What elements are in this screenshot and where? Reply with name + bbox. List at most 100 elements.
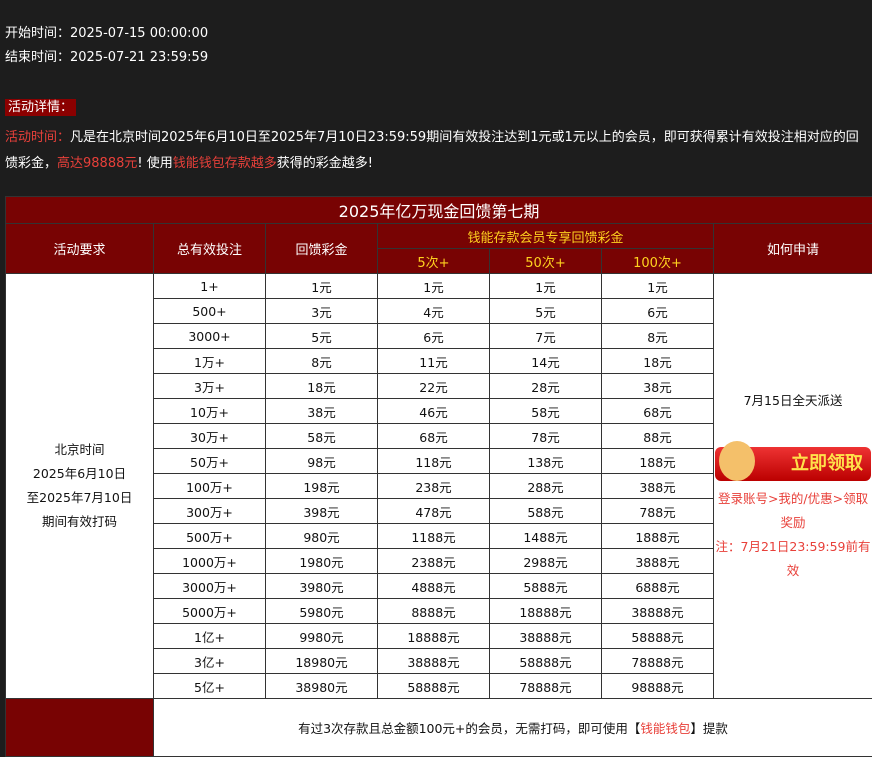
table-cell: 1888元 (602, 524, 714, 549)
table-title: 2025年亿万现金回馈第七期 (6, 197, 872, 224)
table-cell: 58888元 (602, 624, 714, 649)
table-cell: 78元 (490, 424, 602, 449)
text: ! 使用 (137, 156, 172, 171)
table-cell: 9980元 (266, 624, 378, 649)
header-vip: 钱能存款会员专享回馈彩金 (378, 224, 714, 249)
table-cell: 78888元 (602, 649, 714, 674)
table-cell: 1亿+ (154, 624, 266, 649)
table-cell: 38888元 (602, 599, 714, 624)
table-cell: 8元 (602, 324, 714, 349)
table-cell: 68元 (378, 424, 490, 449)
table-cell: 118元 (378, 449, 490, 474)
table-cell: 398元 (266, 499, 378, 524)
table-cell: 3亿+ (154, 649, 266, 674)
table-cell: 88元 (602, 424, 714, 449)
table-cell: 10万+ (154, 399, 266, 424)
table-cell: 78888元 (490, 674, 602, 699)
table-cell: 98888元 (602, 674, 714, 699)
highlight: 高达98888元 (57, 156, 137, 171)
table-cell: 3000万+ (154, 574, 266, 599)
table-cell: 18元 (266, 374, 378, 399)
requirement-line: 北京时间 (6, 438, 153, 462)
table-cell: 68元 (602, 399, 714, 424)
table-cell: 300万+ (154, 499, 266, 524)
table-cell: 1000万+ (154, 549, 266, 574)
details-tag-label: 活动详情： (5, 99, 76, 116)
table-cell: 980元 (266, 524, 378, 549)
details-tag: 活动详情： (5, 96, 76, 115)
table-cell: 98元 (266, 449, 378, 474)
table-cell: 5888元 (490, 574, 602, 599)
table-cell: 14元 (490, 349, 602, 374)
table-cell: 38元 (602, 374, 714, 399)
claim-button[interactable]: 立即领取 (715, 447, 871, 481)
end-value: 2025-07-21 23:59:59 (70, 50, 208, 65)
table-cell: 6元 (602, 299, 714, 324)
table-cell: 1万+ (154, 349, 266, 374)
text: 获得的彩金越多! (277, 156, 373, 171)
table-cell: 18980元 (266, 649, 378, 674)
table-cell: 58888元 (490, 649, 602, 674)
mascot-icon (719, 441, 755, 481)
table-cell: 138元 (490, 449, 602, 474)
table-cell: 8元 (266, 349, 378, 374)
bonus-table: 2025年亿万现金回馈第七期 活动要求总有效投注回馈彩金钱能存款会员专享回馈彩金… (5, 196, 872, 757)
end-label: 结束时间： (5, 50, 70, 65)
table-cell: 100万+ (154, 474, 266, 499)
apply-date: 7月15日全天派送 (714, 390, 872, 409)
apply-cell: 7月15日全天派送立即领取登录账号>我的/优惠>领取奖励注：7月21日23:59… (714, 274, 872, 699)
table-cell: 4888元 (378, 574, 490, 599)
table-cell: 1元 (602, 274, 714, 299)
table-cell: 1488元 (490, 524, 602, 549)
start-value: 2025-07-15 00:00:00 (70, 26, 208, 41)
apply-note: 注：7月21日23:59:59前有效 (714, 535, 872, 583)
table-cell: 4元 (378, 299, 490, 324)
table-cell: 5元 (490, 299, 602, 324)
table-cell: 198元 (266, 474, 378, 499)
table-cell: 6888元 (602, 574, 714, 599)
table-cell: 500万+ (154, 524, 266, 549)
apply-path: 登录账号>我的/优惠>领取奖励 (714, 487, 872, 535)
table-cell: 18元 (602, 349, 714, 374)
wallet-link[interactable]: 钱能钱包 (640, 721, 690, 736)
table-cell: 28元 (490, 374, 602, 399)
table-cell: 1+ (154, 274, 266, 299)
table-cell: 11元 (378, 349, 490, 374)
table-cell: 38980元 (266, 674, 378, 699)
table-cell: 50万+ (154, 449, 266, 474)
table-cell: 38888元 (490, 624, 602, 649)
table-cell: 3万+ (154, 374, 266, 399)
table-cell: 58元 (490, 399, 602, 424)
table-cell: 1980元 (266, 549, 378, 574)
table-cell: 188元 (602, 449, 714, 474)
start-time: 开始时间：2025-07-15 00:00:00 (5, 22, 208, 41)
table-cell: 788元 (602, 499, 714, 524)
table-cell: 288元 (490, 474, 602, 499)
requirement-line: 期间有效打码 (6, 510, 153, 534)
table-cell: 1元 (378, 274, 490, 299)
footer-text: 有过3次存款且总金额100元+的会员，无需打码，即可使用【 (298, 721, 640, 736)
claim-label: 立即领取 (791, 453, 863, 474)
highlight: 钱能钱包存款越多 (173, 156, 277, 171)
table-cell: 18888元 (490, 599, 602, 624)
requirement-line: 至2025年7月10日 (6, 486, 153, 510)
table-cell: 18888元 (378, 624, 490, 649)
footer-cell: 有过3次存款且总金额100元+的会员，无需打码，即可使用【钱能钱包】提款 (154, 699, 872, 757)
table-cell: 6元 (378, 324, 490, 349)
table-cell: 38888元 (378, 649, 490, 674)
table-cell: 3000+ (154, 324, 266, 349)
time-label: 活动时间： (5, 130, 70, 145)
table-cell: 7元 (490, 324, 602, 349)
table-cell: 3888元 (602, 549, 714, 574)
table-cell: 38元 (266, 399, 378, 424)
table-cell: 58元 (266, 424, 378, 449)
requirement-line: 2025年6月10日 (6, 462, 153, 486)
header-bonus: 回馈彩金 (266, 224, 378, 274)
table-cell: 1元 (266, 274, 378, 299)
table-cell: 500+ (154, 299, 266, 324)
table-cell: 1188元 (378, 524, 490, 549)
table-cell: 3元 (266, 299, 378, 324)
header-bet: 总有效投注 (154, 224, 266, 274)
